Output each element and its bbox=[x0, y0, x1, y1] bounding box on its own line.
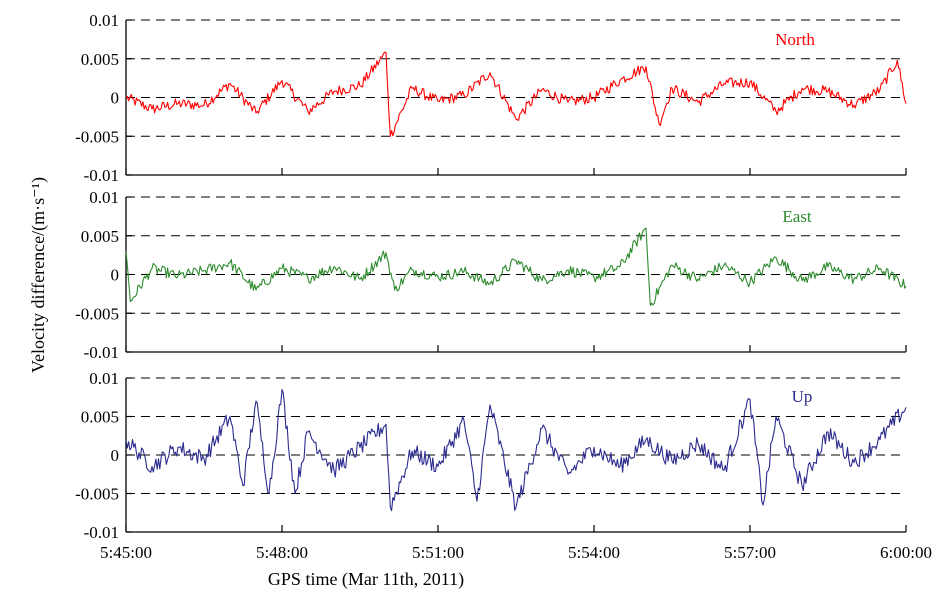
series-line-east bbox=[125, 227, 907, 307]
series-line-north bbox=[125, 51, 907, 137]
panel-label-north: North bbox=[775, 30, 815, 49]
series-line-up bbox=[125, 389, 907, 512]
panel-label-east: East bbox=[782, 207, 812, 226]
y-tick-label: 0.005 bbox=[81, 408, 119, 427]
x-tick-label: 5:48:00 bbox=[256, 543, 308, 562]
y-tick-label: -0.01 bbox=[84, 343, 119, 362]
y-tick-label: -0.005 bbox=[75, 485, 119, 504]
y-tick-label: -0.005 bbox=[75, 127, 119, 146]
y-tick-label: 0.005 bbox=[81, 227, 119, 246]
y-tick-label: 0.01 bbox=[89, 188, 119, 207]
x-tick-label: 5:51:00 bbox=[412, 543, 464, 562]
y-tick-label: 0.01 bbox=[89, 11, 119, 30]
panel-up: 0.01 0.005 0 -0.005 -0.01 Up bbox=[75, 369, 907, 542]
y-tick-label: -0.01 bbox=[84, 166, 119, 185]
panel-east: 0.01 0.005 0 -0.005 -0.01 East bbox=[75, 188, 907, 362]
x-axis: 5:45:00 5:48:00 5:51:00 5:54:00 5:57:00 6:00:… bbox=[100, 543, 932, 562]
y-tick-label: 0 bbox=[111, 89, 120, 108]
x-tick-label: 5:45:00 bbox=[100, 543, 152, 562]
panel-north: 0.01 0.005 0 -0.005 -0.01 North bbox=[75, 11, 907, 185]
y-axis-title: Velocity difference/(m·s⁻¹) bbox=[28, 177, 49, 373]
y-tick-label: 0 bbox=[111, 446, 120, 465]
panels-layer: 0.01 0.005 0 -0.005 -0.01 North 0.01 0.005 0 -0.0… bbox=[75, 11, 907, 542]
y-tick-label: -0.01 bbox=[84, 523, 119, 542]
y-tick-label: 0 bbox=[111, 266, 120, 285]
y-tick-label: 0.01 bbox=[89, 369, 119, 388]
x-axis-title: GPS time (Mar 11th, 2011) bbox=[268, 569, 464, 590]
x-tick-label: 5:57:00 bbox=[724, 543, 776, 562]
x-tick-label: 5:54:00 bbox=[568, 543, 620, 562]
x-tick-label: 6:00:00 bbox=[880, 543, 932, 562]
y-tick-label: -0.005 bbox=[75, 304, 119, 323]
y-tick-label: 0.005 bbox=[81, 50, 119, 69]
panel-label-up: Up bbox=[792, 387, 813, 406]
